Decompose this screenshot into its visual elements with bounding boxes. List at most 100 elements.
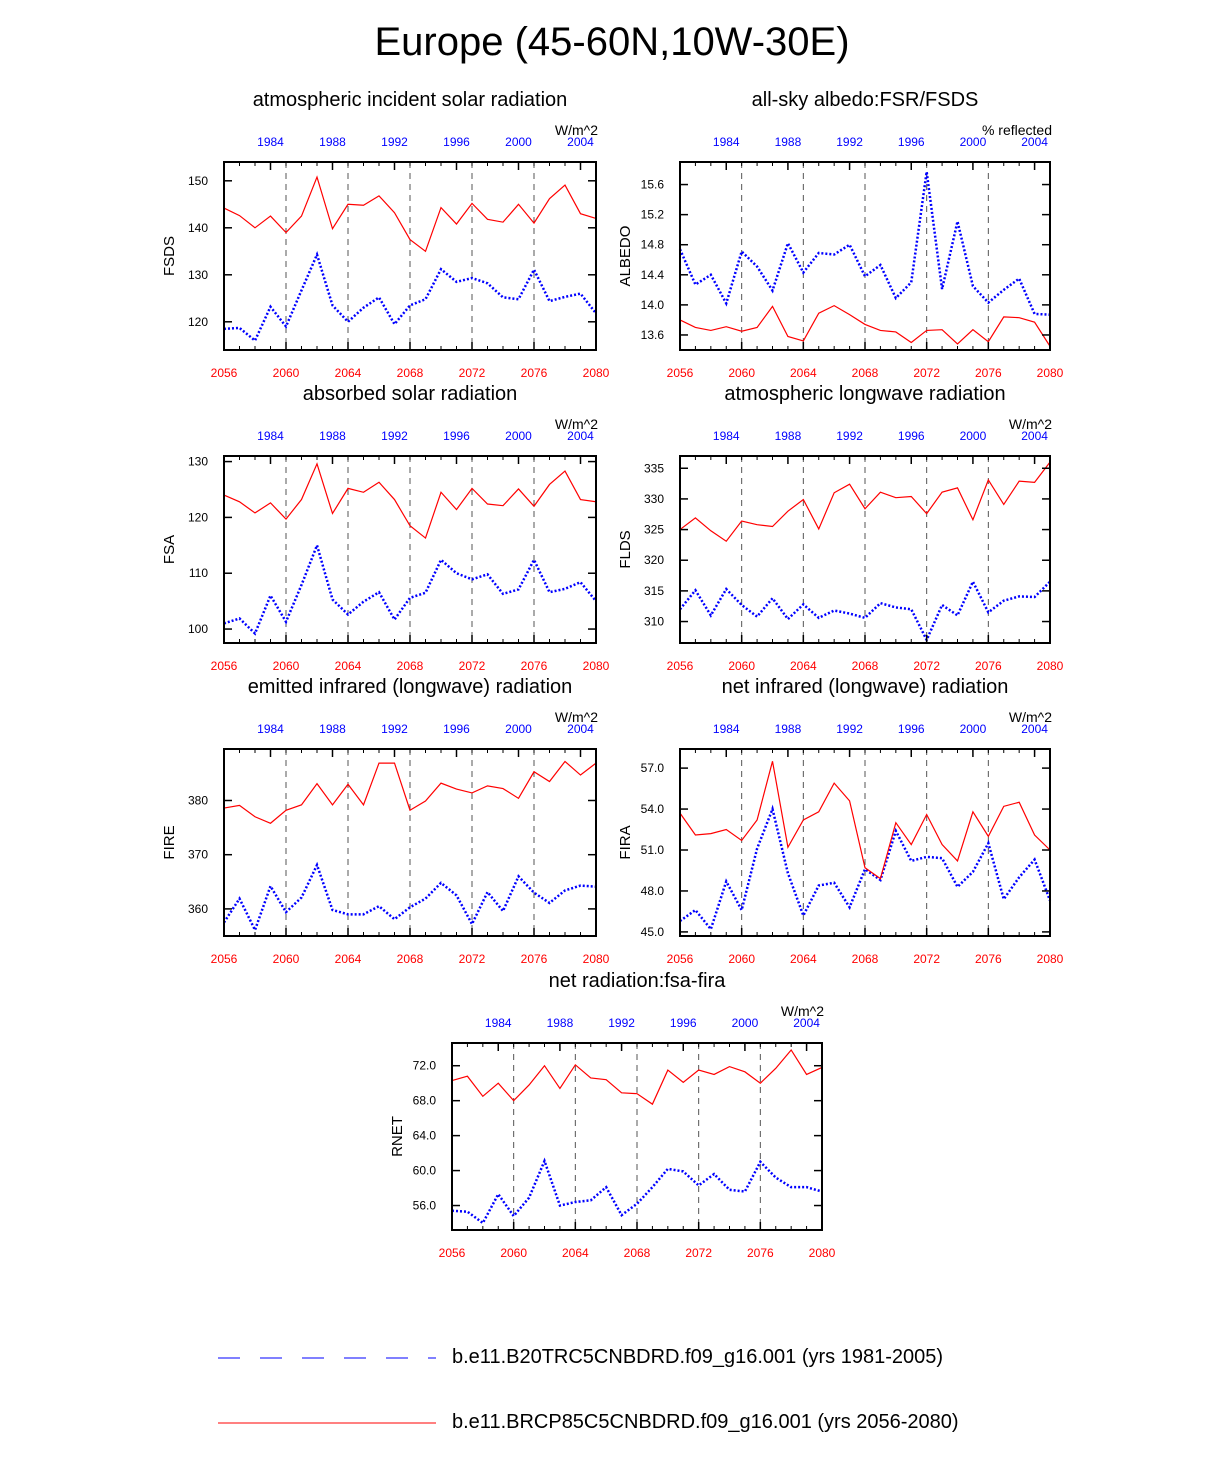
y-tick-label: 140	[188, 221, 208, 235]
y-axis-label: RNET	[389, 1116, 406, 1157]
x-top-tick-label: 1984	[257, 429, 284, 443]
x-tick-label: 2072	[459, 659, 486, 673]
x-tick-label: 2080	[1037, 366, 1064, 380]
x-top-tick-label: 1984	[257, 722, 284, 736]
x-tick-label: 2064	[335, 366, 362, 380]
series-line-historical	[223, 250, 597, 343]
x-tick-label: 2068	[397, 952, 424, 966]
x-top-tick-label: 1996	[898, 135, 925, 149]
y-axis-label: FSA	[161, 535, 178, 564]
y-tick-label: 380	[188, 793, 208, 807]
x-tick-label: 2076	[747, 1246, 774, 1260]
x-top-tick-label: 2004	[1021, 135, 1048, 149]
x-top-tick-label: 1996	[443, 135, 470, 149]
x-tick-label: 2060	[728, 952, 755, 966]
x-top-tick-label: 1984	[257, 135, 284, 149]
x-tick-label: 2080	[583, 366, 610, 380]
x-top-tick-label: 2000	[505, 429, 532, 443]
x-top-tick-label: 1996	[670, 1016, 697, 1030]
x-tick-label: 2068	[852, 366, 879, 380]
units-label: W/m^2	[1009, 709, 1052, 725]
series-line-historical	[223, 541, 597, 636]
x-top-tick-label: 1996	[898, 429, 925, 443]
y-tick-label: 330	[644, 492, 664, 506]
panel-title: net radiation:fsa-fira	[549, 970, 727, 992]
panel-title: atmospheric incident solar radiation	[253, 89, 568, 111]
x-tick-label: 2056	[439, 1246, 466, 1260]
x-top-tick-label: 1984	[713, 135, 740, 149]
chart-panel-flds: 2056 2060 2064 2068 2072 2076 2080 1984 1988 1992…	[617, 383, 1064, 673]
y-tick-label: 57.0	[641, 761, 665, 775]
y-tick-label: 370	[188, 848, 208, 862]
x-tick-label: 2080	[583, 659, 610, 673]
y-tick-label: 68.0	[413, 1094, 437, 1108]
x-top-tick-label: 1992	[381, 722, 408, 736]
x-tick-label: 2072	[913, 366, 940, 380]
units-label: W/m^2	[555, 122, 598, 138]
x-tick-label: 2068	[852, 952, 879, 966]
series-line-historical	[679, 804, 1052, 932]
x-tick-label: 2076	[521, 366, 548, 380]
x-tick-label: 2056	[211, 366, 238, 380]
page-title: Europe (45-60N,10W-30E)	[374, 20, 850, 64]
x-tick-label: 2080	[583, 952, 610, 966]
x-top-tick-label: 1988	[775, 429, 802, 443]
x-tick-label: 2072	[459, 366, 486, 380]
x-tick-label: 2076	[975, 659, 1002, 673]
panel-title: net infrared (longwave) radiation	[722, 676, 1009, 698]
y-tick-label: 14.8	[641, 238, 665, 252]
panel-title: all-sky albedo:FSR/FSDS	[752, 89, 979, 111]
x-top-tick-label: 2004	[1021, 429, 1048, 443]
x-tick-label: 2064	[562, 1246, 589, 1260]
x-top-tick-label: 1992	[381, 429, 408, 443]
y-tick-label: 150	[188, 174, 208, 188]
x-top-tick-label: 2004	[567, 135, 594, 149]
chart-panel-rnet: 2056 2060 2064 2068 2072 2076 2080 1984 1988 1992…	[389, 970, 836, 1260]
y-axis-label: FLDS	[617, 530, 634, 568]
x-tick-label: 2060	[728, 366, 755, 380]
x-tick-label: 2056	[211, 659, 238, 673]
series-line-historical	[222, 861, 597, 934]
x-top-tick-label: 1984	[485, 1016, 512, 1030]
y-tick-label: 48.0	[641, 884, 665, 898]
chart-panel-fire: 2056 2060 2064 2068 2072 2076 2080 1984 1988 1992…	[161, 676, 610, 966]
x-tick-label: 2060	[273, 366, 300, 380]
y-tick-label: 315	[644, 584, 664, 598]
series-line-rcp85	[223, 175, 597, 253]
chart-panel-fsds: 2056 2060 2064 2068 2072 2076 2080 1984 1988 1992…	[161, 89, 610, 380]
y-axis-label: FSDS	[161, 236, 178, 276]
x-top-tick-label: 2000	[960, 722, 987, 736]
chart-panel-fira: 2056 2060 2064 2068 2072 2076 2080 1984 1988 1992…	[617, 676, 1064, 966]
x-tick-label: 2076	[975, 366, 1002, 380]
x-tick-label: 2076	[975, 952, 1002, 966]
x-top-tick-label: 1984	[713, 722, 740, 736]
x-tick-label: 2076	[521, 659, 548, 673]
y-axis-label: FIRE	[161, 825, 178, 859]
series-line-historical	[679, 578, 1051, 643]
y-tick-label: 51.0	[641, 843, 665, 857]
series-line-rcp85	[679, 761, 1051, 880]
x-top-tick-label: 1996	[443, 429, 470, 443]
units-label: % reflected	[982, 122, 1052, 138]
x-top-tick-label: 1988	[547, 1016, 574, 1030]
x-top-tick-label: 2000	[960, 135, 987, 149]
x-tick-label: 2080	[1037, 659, 1064, 673]
x-top-tick-label: 1988	[775, 135, 802, 149]
x-top-tick-label: 1992	[836, 135, 863, 149]
series-line-rcp85	[223, 760, 597, 824]
x-top-tick-label: 1992	[381, 135, 408, 149]
units-label: W/m^2	[555, 416, 598, 432]
y-tick-label: 54.0	[641, 802, 665, 816]
x-tick-label: 2072	[685, 1246, 712, 1260]
x-tick-label: 2064	[335, 659, 362, 673]
x-top-tick-label: 2004	[1021, 722, 1048, 736]
units-label: W/m^2	[555, 709, 598, 725]
x-tick-label: 2080	[1037, 952, 1064, 966]
panel-title: atmospheric longwave radiation	[724, 383, 1005, 405]
x-top-tick-label: 2000	[505, 135, 532, 149]
legend-label-rcp85: b.e11.BRCP85C5CNBDRD.f09_g16.001 (yrs 20…	[452, 1411, 959, 1433]
panel-title: absorbed solar radiation	[303, 383, 518, 405]
y-tick-label: 335	[644, 461, 664, 475]
x-tick-label: 2068	[624, 1246, 651, 1260]
x-tick-label: 2064	[790, 659, 817, 673]
